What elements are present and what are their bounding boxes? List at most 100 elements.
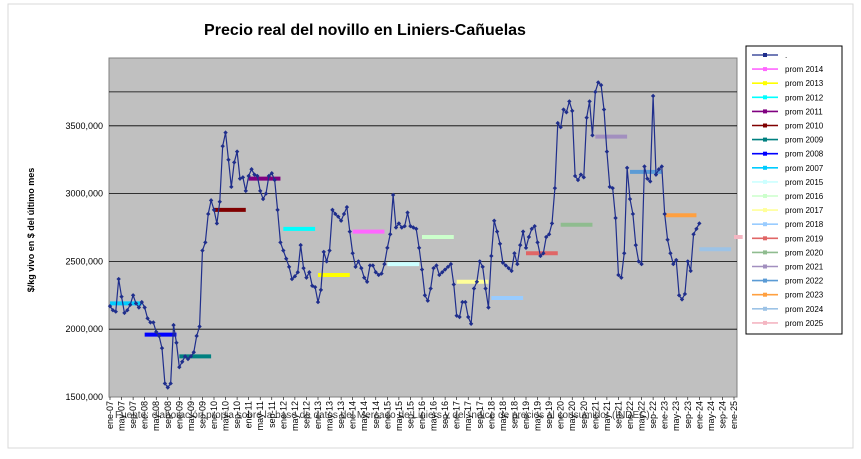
legend-marker [763,320,767,325]
x-tick-label: ene-24 [694,401,704,429]
legend-label: prom 2014 [785,65,824,74]
legend: . prom 2014 prom 2013 prom 2012 prom 2011 pro… [752,51,824,328]
legend-marker [763,236,767,241]
data-point [168,381,173,386]
legend-marker [763,264,767,269]
data-point [518,242,523,248]
legend-marker [763,306,767,311]
data-point [341,211,347,217]
data-point [581,175,586,180]
x-tick-label: may-24 [706,401,716,431]
data-point [607,184,612,190]
data-point [636,259,641,264]
legend-label: prom 2011 [785,107,823,116]
data-point [437,272,442,278]
x-tick-label: sep-16 [440,401,450,429]
data-point [312,284,318,290]
data-point [575,177,581,183]
data-point [616,272,621,278]
data-point [217,199,222,204]
data-point [240,175,246,180]
data-point [327,248,332,253]
legend-marker [763,53,767,57]
data-point [206,211,211,217]
data-point [659,164,664,169]
data-point [532,223,537,229]
data-point [258,188,263,194]
legend-label: prom 2022 [785,277,824,286]
data-point [350,251,355,256]
data-point [208,198,214,203]
data-point [622,251,627,256]
data-point [162,381,168,386]
x-tick-label: sep-18 [509,401,519,429]
data-point [234,149,240,154]
data-point [200,248,205,253]
data-point [330,207,335,213]
data-point [668,251,673,256]
data-point [598,82,604,88]
legend-marker [763,95,767,100]
plot-area [108,57,738,398]
data-point [281,248,286,253]
data-point [119,294,124,299]
data-point [445,264,451,270]
data-point [177,364,182,370]
data-point [180,359,185,364]
data-point [393,225,399,230]
data-point [284,256,289,261]
x-tick-label: may-16 [429,401,439,431]
data-point [500,260,506,265]
legend-marker [763,222,767,227]
legend-marker [763,151,767,156]
data-point [278,240,283,245]
data-point [295,270,300,275]
legend-label: prom 2012 [785,93,824,102]
data-point [347,229,352,234]
x-tick-label: ene-15 [382,401,392,429]
data-point [480,264,485,270]
legend-marker [763,250,767,255]
data-point [694,226,699,232]
x-tick-label: ene-07 [105,401,115,429]
data-point [448,261,454,267]
data-point [593,89,598,95]
data-point [506,265,511,271]
data-point [269,171,274,176]
data-point [653,172,659,177]
data-point [362,275,367,280]
data-point [558,124,563,130]
data-point [624,165,630,171]
data-point [156,333,162,339]
data-point [275,207,280,213]
data-point [471,286,477,291]
data-point [584,115,589,120]
data-point [656,166,662,172]
x-tick-label: sep-21 [613,401,623,429]
x-tick-label: ene-09 [174,401,184,429]
data-point [338,218,344,223]
legend-marker [763,179,767,184]
data-point [414,226,419,232]
price-series [107,80,702,390]
data-point [359,265,364,271]
data-point [572,173,578,179]
data-point [125,308,130,313]
y-tick-label: 3500,000 [65,121,103,131]
data-point [165,385,170,390]
data-point [578,172,584,177]
x-tick-label: sep-23 [683,401,693,429]
x-tick-label: ene-10 [209,401,219,429]
data-point [405,210,410,215]
data-point [128,302,133,307]
data-point [298,242,303,248]
legend-label: prom 2015 [785,178,824,187]
data-point [382,261,387,267]
data-point [122,310,127,316]
x-tick-label: may-12 [290,401,300,431]
data-point [639,261,644,267]
data-point [191,350,196,355]
data-point [243,188,248,194]
x-tick-label: sep-20 [579,401,589,429]
x-tick-label: sep-10 [232,401,242,429]
